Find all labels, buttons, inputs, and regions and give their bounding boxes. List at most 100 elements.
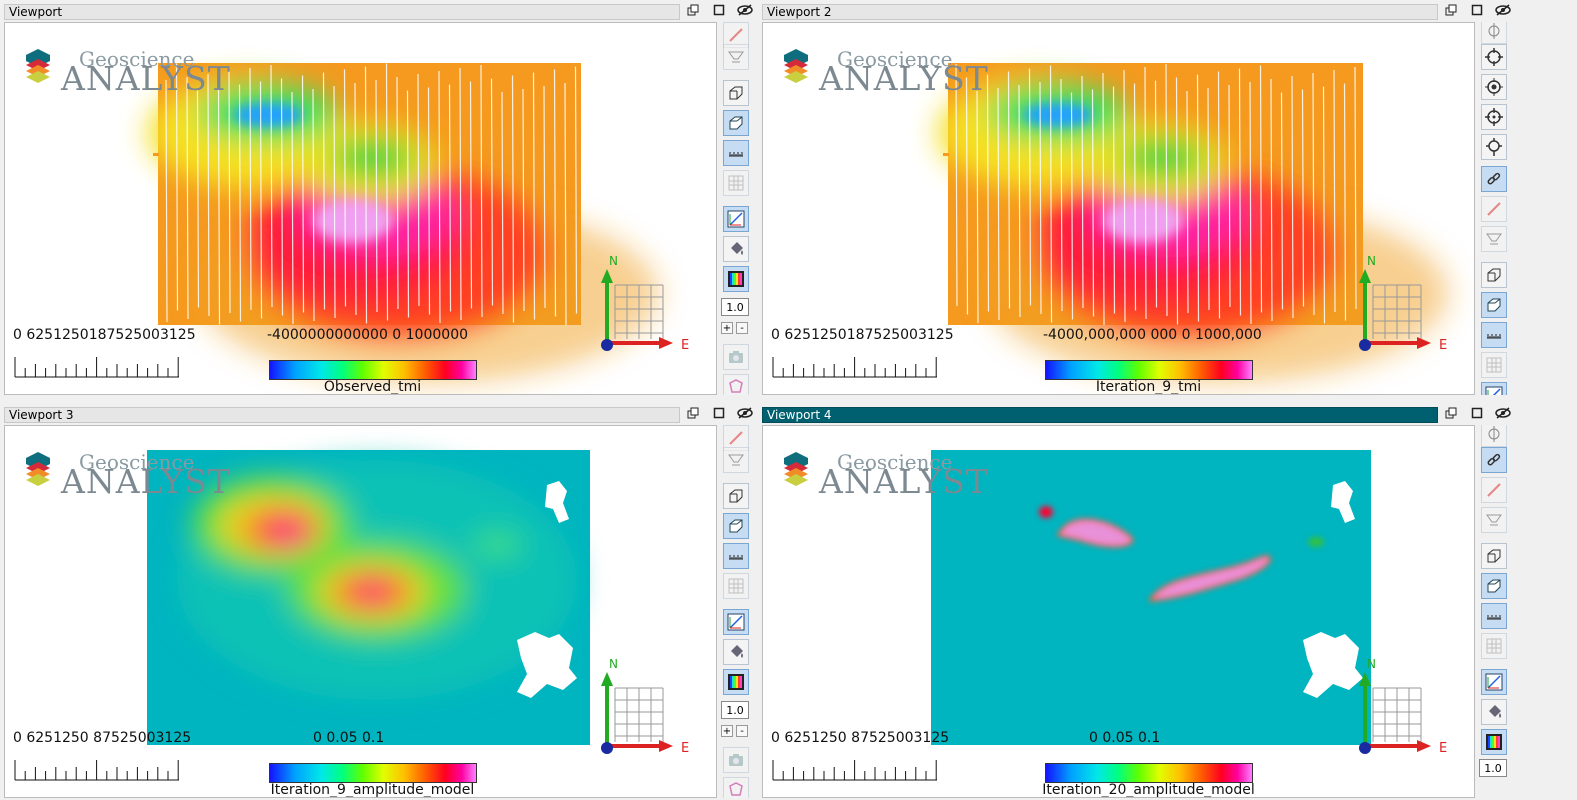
viewport-title[interactable]: Viewport 4 bbox=[762, 407, 1438, 423]
visibility-icon[interactable] bbox=[736, 4, 754, 20]
colorbar-button[interactable] bbox=[723, 266, 749, 292]
link-button[interactable] bbox=[1481, 166, 1507, 192]
paint-bucket-button[interactable] bbox=[723, 236, 749, 262]
scale-bar-ticks bbox=[14, 357, 179, 378]
grid-button[interactable] bbox=[723, 170, 749, 196]
map-render[interactable] bbox=[5, 23, 717, 395]
maximize-icon[interactable] bbox=[1468, 4, 1486, 20]
viewport-toolbar: 1.0 + - bbox=[718, 22, 754, 395]
arrow-red-button[interactable] bbox=[1481, 477, 1507, 503]
target-button[interactable] bbox=[1481, 44, 1507, 70]
viewport-3[interactable]: Viewport 3 Geoscience ANALYST 0 6251250 … bbox=[2, 403, 756, 800]
maximize-icon[interactable] bbox=[710, 407, 728, 423]
viewport-title[interactable]: Viewport 2 bbox=[762, 4, 1438, 20]
map-canvas[interactable]: Geoscience ANALYST 0 6251250187525003125… bbox=[4, 22, 717, 395]
zoom-value-field[interactable]: 1.0 bbox=[721, 298, 749, 316]
grid-button[interactable] bbox=[1481, 352, 1507, 378]
paint-bucket-button[interactable] bbox=[723, 639, 749, 665]
axes-button[interactable] bbox=[723, 206, 749, 232]
shape-button[interactable] bbox=[723, 777, 749, 798]
paint-bucket-button[interactable] bbox=[1481, 699, 1507, 725]
ruler-button[interactable] bbox=[723, 140, 749, 166]
map-render[interactable] bbox=[5, 426, 717, 798]
cube-button[interactable] bbox=[1481, 292, 1507, 318]
crosshair-icon bbox=[1485, 78, 1503, 96]
grid-button[interactable] bbox=[1481, 633, 1507, 659]
funnel-button[interactable] bbox=[723, 447, 749, 473]
zoom-value-field[interactable]: 1.0 bbox=[1479, 759, 1507, 777]
funnel-button[interactable] bbox=[1481, 226, 1507, 252]
map-render[interactable] bbox=[763, 23, 1475, 395]
camera-button[interactable] bbox=[723, 747, 749, 773]
axes-button[interactable] bbox=[723, 609, 749, 635]
viewport-4[interactable]: Viewport 4 Geoscience ANALYST 0 6251250 … bbox=[760, 403, 1514, 800]
map-canvas[interactable]: Geoscience ANALYST 0 6251250187525003125… bbox=[762, 22, 1475, 395]
maximize-icon[interactable] bbox=[710, 4, 728, 20]
viewport-title-text: Viewport 4 bbox=[767, 408, 832, 422]
restore-icon[interactable] bbox=[684, 407, 702, 423]
colorbar-legend: 0 0.05 0.1 Iteration_9_amplitude_model bbox=[265, 730, 480, 797]
grid-icon bbox=[1486, 357, 1502, 373]
axes-button[interactable] bbox=[1481, 382, 1507, 395]
target-dot-button[interactable] bbox=[1481, 104, 1507, 130]
scale-bar-labels: 0 6251250 87525003125 bbox=[771, 730, 950, 746]
visibility-icon[interactable] bbox=[736, 407, 754, 423]
shape-button[interactable] bbox=[723, 374, 749, 395]
visibility-icon[interactable] bbox=[1494, 4, 1512, 20]
map-render[interactable] bbox=[763, 426, 1475, 798]
minus-button[interactable]: - bbox=[736, 725, 748, 737]
plus-button[interactable]: + bbox=[721, 322, 733, 334]
ruler-button[interactable] bbox=[1481, 322, 1507, 348]
map-canvas[interactable]: Geoscience ANALYST 0 6251250 87525003125… bbox=[762, 425, 1475, 798]
pivot-button[interactable] bbox=[1481, 425, 1507, 447]
viewport-title[interactable]: Viewport bbox=[4, 4, 680, 20]
arrow-red-icon bbox=[729, 28, 743, 42]
cube-button[interactable] bbox=[723, 513, 749, 539]
funnel-button[interactable] bbox=[723, 44, 749, 70]
viewport-title[interactable]: Viewport 3 bbox=[4, 407, 680, 423]
logo-text-top: Geoscience bbox=[837, 47, 953, 71]
crosshair-button[interactable] bbox=[1481, 74, 1507, 100]
box-view-button[interactable] bbox=[723, 483, 749, 509]
box-view-button[interactable] bbox=[1481, 262, 1507, 288]
ruler-button[interactable] bbox=[723, 543, 749, 569]
visibility-icon[interactable] bbox=[1494, 407, 1512, 423]
axes-button[interactable] bbox=[1481, 669, 1507, 695]
cube-icon bbox=[729, 519, 743, 533]
restore-icon[interactable] bbox=[1442, 407, 1460, 423]
logo-text-main: ANALYST bbox=[61, 59, 231, 98]
north-label: N bbox=[1367, 255, 1376, 268]
pivot-down-button[interactable] bbox=[1481, 134, 1507, 160]
pivot-button[interactable] bbox=[1481, 22, 1507, 44]
box-view-button[interactable] bbox=[723, 80, 749, 106]
colorbar-title: Iteration_9_amplitude_model bbox=[270, 782, 475, 798]
maximize-icon[interactable] bbox=[1468, 407, 1486, 423]
arrow-red-button[interactable] bbox=[723, 22, 749, 48]
cube-button[interactable] bbox=[1481, 573, 1507, 599]
colorbar-button[interactable] bbox=[1481, 729, 1507, 755]
restore-icon[interactable] bbox=[684, 4, 702, 20]
plus-button[interactable]: + bbox=[721, 725, 733, 737]
arrow-red-button[interactable] bbox=[1481, 196, 1507, 222]
amplitude-model-surface bbox=[147, 450, 590, 745]
window-buttons bbox=[1442, 4, 1512, 20]
cube-button[interactable] bbox=[723, 110, 749, 136]
box-view-button[interactable] bbox=[1481, 543, 1507, 569]
zoom-value-field[interactable]: 1.0 bbox=[721, 701, 749, 719]
axes-icon bbox=[1485, 386, 1503, 395]
camera-button[interactable] bbox=[723, 344, 749, 370]
viewport-toolbar bbox=[1476, 22, 1512, 395]
colorbar-button[interactable] bbox=[723, 669, 749, 695]
minus-button[interactable]: - bbox=[736, 322, 748, 334]
viewport-1[interactable]: Viewport Geoscience ANALYST 0 6251250187… bbox=[2, 0, 756, 397]
axes-icon bbox=[727, 210, 745, 228]
grid-button[interactable] bbox=[723, 573, 749, 599]
viewport-2[interactable]: Viewport 2 Geoscience ANALYST 0 62512501… bbox=[760, 0, 1514, 397]
map-canvas[interactable]: Geoscience ANALYST 0 6251250 87525003125… bbox=[4, 425, 717, 798]
colorbar-icon bbox=[728, 271, 744, 287]
ruler-button[interactable] bbox=[1481, 603, 1507, 629]
link-button[interactable] bbox=[1481, 447, 1507, 473]
cube-icon bbox=[1487, 579, 1501, 593]
funnel-button[interactable] bbox=[1481, 507, 1507, 533]
restore-icon[interactable] bbox=[1442, 4, 1460, 20]
